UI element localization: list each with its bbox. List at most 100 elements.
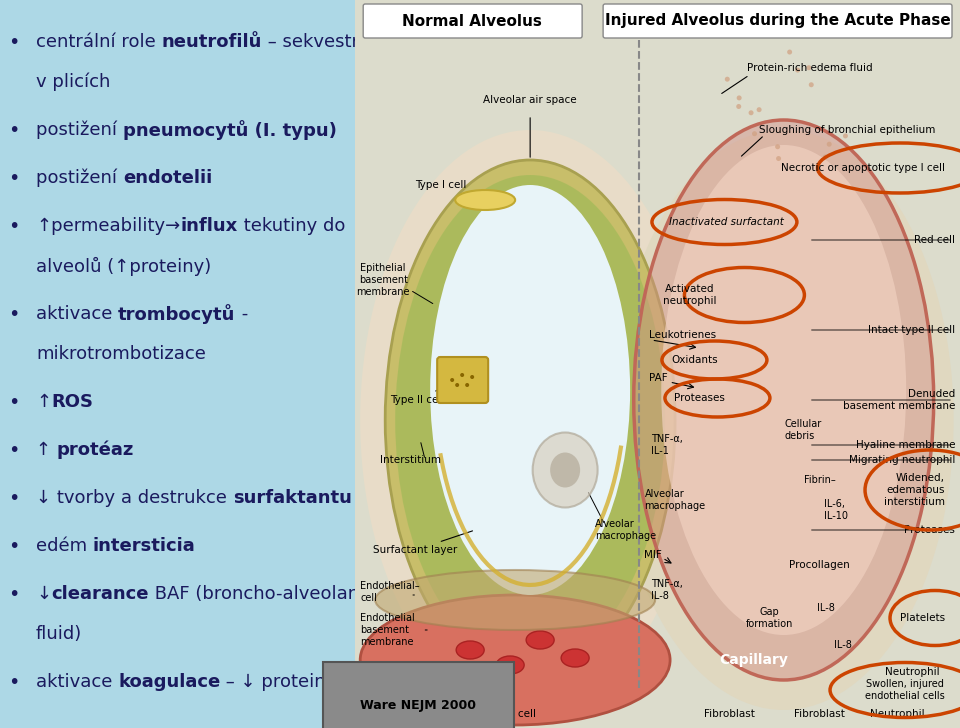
Ellipse shape (823, 159, 828, 165)
Text: Fibroblast: Fibroblast (794, 709, 845, 719)
FancyBboxPatch shape (603, 4, 952, 38)
Text: ↑: ↑ (36, 393, 51, 411)
Text: influx: influx (180, 217, 238, 235)
Text: •: • (9, 440, 20, 459)
Text: postižení: postižení (36, 169, 123, 187)
Text: •: • (9, 216, 20, 235)
Ellipse shape (526, 631, 554, 649)
Ellipse shape (496, 656, 524, 674)
Ellipse shape (754, 113, 758, 118)
Text: Platelets: Platelets (900, 613, 945, 623)
Ellipse shape (360, 595, 670, 725)
Ellipse shape (430, 185, 630, 595)
Text: Fibroblast: Fibroblast (370, 709, 420, 719)
Ellipse shape (751, 50, 756, 55)
Text: Procollagen: Procollagen (789, 560, 851, 570)
Ellipse shape (661, 145, 906, 635)
Text: Necrotic or apoptotic type I cell: Necrotic or apoptotic type I cell (781, 163, 945, 173)
Text: -: - (235, 305, 248, 323)
Text: Fibroblast: Fibroblast (704, 709, 755, 719)
Text: Sloughing of bronchial epithelium: Sloughing of bronchial epithelium (759, 125, 936, 135)
Text: trombocytů: trombocytů (118, 304, 235, 324)
Text: Gap
formation: Gap formation (746, 607, 793, 629)
Bar (639, 0, 960, 728)
FancyBboxPatch shape (437, 357, 488, 403)
Ellipse shape (533, 432, 598, 507)
Ellipse shape (757, 127, 762, 131)
Text: Interstitium: Interstitium (380, 455, 442, 465)
Text: Red cell: Red cell (914, 235, 955, 245)
Text: MIF: MIF (644, 550, 662, 560)
Text: neutrofilů: neutrofilů (161, 33, 262, 51)
Text: koagulace: koagulace (118, 673, 221, 691)
Text: – sekvestrace: – sekvestrace (262, 33, 391, 51)
Ellipse shape (726, 111, 731, 116)
Ellipse shape (851, 141, 855, 146)
Text: IL-8: IL-8 (834, 640, 852, 650)
Ellipse shape (771, 56, 777, 61)
Ellipse shape (797, 60, 803, 65)
Text: clearance: clearance (51, 585, 149, 603)
Text: Ware NEJM 2000: Ware NEJM 2000 (360, 700, 476, 713)
Ellipse shape (562, 649, 589, 667)
Text: ↑: ↑ (36, 441, 57, 459)
Text: Activated
neutrophil: Activated neutrophil (662, 284, 716, 306)
Ellipse shape (360, 130, 700, 710)
Ellipse shape (858, 95, 863, 100)
Text: Normal Alveolus: Normal Alveolus (402, 14, 542, 28)
Ellipse shape (613, 130, 953, 710)
Text: ↓ tvorby a destrukce: ↓ tvorby a destrukce (36, 489, 232, 507)
Text: •: • (9, 33, 20, 52)
Ellipse shape (396, 175, 665, 665)
Text: protéaz: protéaz (57, 440, 134, 459)
Text: •: • (9, 304, 20, 323)
Text: •: • (9, 168, 20, 188)
Text: fluid): fluid) (36, 625, 83, 643)
Text: alveolů (↑proteiny): alveolů (↑proteiny) (36, 256, 211, 275)
Text: mikrotrombotizace: mikrotrombotizace (36, 345, 205, 363)
Text: Alveolar air space: Alveolar air space (483, 95, 577, 105)
Text: centrální role: centrální role (36, 33, 161, 51)
Text: Intact type II cell: Intact type II cell (868, 325, 955, 335)
Text: Swollen, injured
endothelial cells: Swollen, injured endothelial cells (865, 679, 945, 701)
Ellipse shape (851, 141, 855, 146)
Text: •: • (9, 488, 20, 507)
Text: tekutiny do: tekutiny do (238, 217, 345, 235)
Text: Migrating neutrophil: Migrating neutrophil (849, 455, 955, 465)
Text: Proteases: Proteases (675, 393, 726, 403)
Text: ↑permeability→: ↑permeability→ (36, 217, 180, 235)
Text: BAF (broncho-alveolar: BAF (broncho-alveolar (149, 585, 355, 603)
Text: TNF-α,
IL-1: TNF-α, IL-1 (652, 434, 684, 456)
Text: postižení: postižení (36, 121, 123, 139)
Text: Leukotrienes: Leukotrienes (650, 330, 716, 340)
Ellipse shape (466, 383, 469, 387)
Text: Oxidants: Oxidants (671, 355, 718, 365)
Text: Injured Alveolus during the Acute Phase: Injured Alveolus during the Acute Phase (605, 14, 951, 28)
Ellipse shape (375, 570, 655, 630)
Text: Fibrin–: Fibrin– (804, 475, 836, 485)
Text: Cellular
debris: Cellular debris (784, 419, 822, 440)
FancyBboxPatch shape (363, 4, 582, 38)
Text: Proteases: Proteases (904, 525, 955, 535)
Text: Inactivated surfactant: Inactivated surfactant (669, 217, 784, 227)
Text: aktivace: aktivace (36, 673, 118, 691)
Text: v plicích: v plicích (36, 73, 110, 91)
Ellipse shape (712, 163, 718, 168)
Text: surfaktantu: surfaktantu (232, 489, 351, 507)
Text: Epithelial
basement
membrane: Epithelial basement membrane (356, 264, 410, 296)
Ellipse shape (460, 373, 465, 377)
Text: •: • (9, 673, 20, 692)
Ellipse shape (809, 146, 814, 151)
Text: Hyaline membrane: Hyaline membrane (855, 440, 955, 450)
Text: IL-8: IL-8 (817, 603, 835, 613)
Ellipse shape (634, 120, 934, 680)
Ellipse shape (550, 453, 580, 488)
Ellipse shape (761, 135, 766, 140)
Text: PAF: PAF (650, 373, 668, 383)
Ellipse shape (704, 74, 708, 79)
Text: •: • (9, 121, 20, 140)
Text: aktivace: aktivace (36, 305, 118, 323)
Text: IL-6,
IL-10: IL-6, IL-10 (825, 499, 849, 521)
Text: Type I cell: Type I cell (415, 180, 500, 204)
Text: Neutrophil: Neutrophil (870, 709, 924, 719)
